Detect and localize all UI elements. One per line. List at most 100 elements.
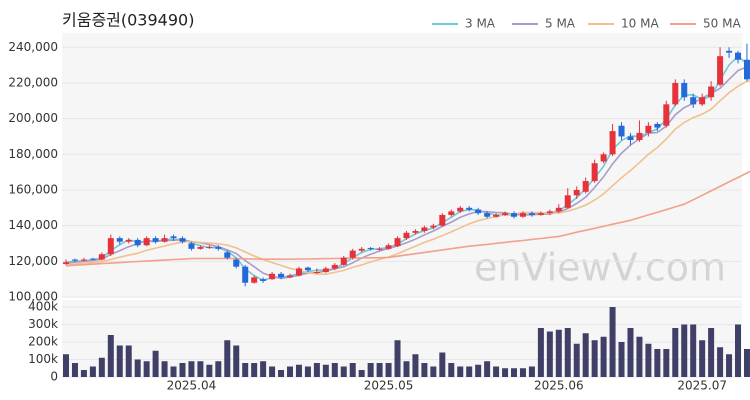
volume-bar [233, 345, 240, 377]
candle-body [708, 86, 715, 98]
candle-body [519, 213, 526, 217]
candle-body [358, 248, 365, 251]
volume-bar [690, 324, 697, 377]
candle-body [385, 245, 392, 249]
volume-bar [260, 361, 267, 377]
candle-body [546, 211, 553, 214]
volume-bar [134, 359, 141, 377]
volume-bar [251, 363, 258, 377]
x-tick-label: 2025.06 [534, 379, 584, 393]
candle-body [80, 259, 87, 261]
candle-body [493, 214, 500, 217]
volume-bar [600, 336, 607, 377]
y-tick-label: 180,000 [8, 147, 58, 161]
volume-bar [573, 343, 580, 377]
volume-bar [304, 366, 311, 377]
volume-bar [519, 368, 526, 377]
candle-body [735, 52, 741, 60]
candle-body [466, 207, 473, 210]
candle-body [89, 258, 96, 260]
volume-bar [493, 366, 500, 377]
candle-body [582, 181, 589, 192]
candle-body [233, 259, 240, 267]
volume-bar [278, 370, 285, 377]
volume-tick-label: 200k [28, 335, 58, 349]
candle-body [116, 238, 123, 242]
x-tick-label: 2025.04 [167, 379, 217, 393]
y-tick-label: 240,000 [8, 40, 58, 54]
candle-body [573, 189, 580, 196]
volume-bar [717, 347, 724, 377]
candle-body [537, 213, 544, 215]
candle-body [376, 248, 383, 250]
volume-bar [511, 368, 517, 377]
candle-body [690, 97, 697, 105]
candle-body [636, 132, 643, 141]
candle-body [412, 231, 419, 233]
volume-bar [143, 361, 150, 377]
volume-bar [394, 340, 401, 377]
volume-bar [430, 366, 437, 377]
candle-body [197, 247, 204, 249]
candle-body [331, 264, 338, 269]
y-tick-label: 140,000 [8, 218, 58, 232]
candle-body [367, 247, 374, 249]
volume-bar [663, 349, 670, 377]
candle-body [188, 243, 195, 249]
volume-bar [672, 328, 679, 377]
volume-bar [188, 361, 195, 377]
x-tick-label: 2025.05 [364, 379, 414, 393]
candle-body [430, 225, 437, 228]
candle-body [206, 247, 213, 249]
volume-bar [376, 363, 383, 377]
volume-bar [582, 333, 589, 377]
y-tick-label: 120,000 [8, 254, 58, 268]
volume-tick-label: 100k [28, 352, 58, 366]
volume-bar [528, 366, 535, 377]
candle-body [340, 257, 347, 265]
volume-bar [71, 363, 78, 377]
volume-bar [349, 363, 356, 377]
volume-bar [627, 328, 634, 377]
volume-bar [546, 331, 553, 377]
y-tick-label: 200,000 [8, 111, 58, 125]
volume-bar [645, 343, 652, 377]
candle-body [663, 104, 670, 126]
y-tick-label: 100,000 [8, 290, 58, 304]
candle-body [439, 214, 446, 226]
volume-bar [475, 364, 482, 377]
watermark: enViewV.com [474, 246, 726, 290]
legend-label: 3 MA [465, 17, 496, 31]
volume-bar [367, 363, 374, 377]
volume-bar [591, 340, 598, 377]
volume-bar [636, 336, 643, 377]
x-tick-label: 2025.07 [677, 379, 727, 393]
candle-body [672, 82, 679, 105]
volume-bar [331, 363, 338, 377]
volume-bar [197, 361, 204, 377]
y-tick-label: 220,000 [8, 75, 58, 89]
candle-body [475, 209, 482, 214]
volume-bar [385, 363, 392, 377]
candle-body [484, 213, 491, 217]
volume-bar [537, 328, 544, 377]
volume-bar [295, 364, 302, 377]
volume-bar [161, 361, 168, 377]
ma-line [65, 170, 750, 267]
candle-body [134, 239, 141, 246]
candle-body [269, 273, 276, 280]
candle-body [152, 238, 159, 242]
volume-bar [412, 354, 419, 377]
volume-bar [502, 368, 509, 377]
candle-body [502, 213, 509, 215]
volume-bar [116, 345, 123, 377]
candle-body [394, 238, 401, 247]
candle-body [304, 267, 311, 271]
volume-bar [743, 349, 750, 377]
candle-body [125, 239, 132, 242]
volume-bar [107, 335, 114, 377]
volume-bar [224, 340, 231, 377]
candle-body [179, 238, 186, 242]
